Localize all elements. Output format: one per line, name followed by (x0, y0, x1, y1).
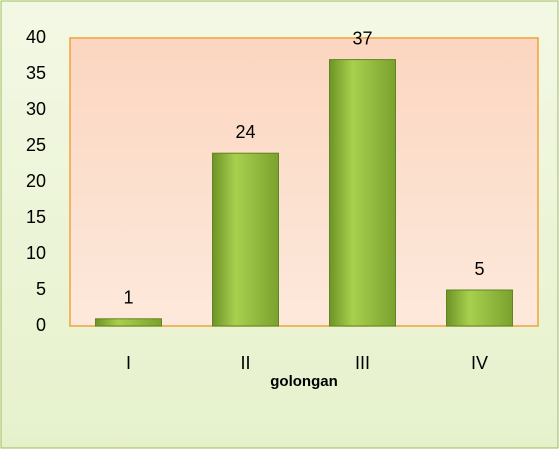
data-label: 24 (235, 122, 255, 142)
y-tick-label: 20 (26, 171, 46, 191)
y-tick-label: 10 (26, 243, 46, 263)
data-label: 37 (352, 28, 372, 48)
y-tick-label: 40 (26, 27, 46, 47)
x-tick-label: II (240, 353, 250, 373)
y-tick-label: 5 (36, 279, 46, 299)
bar (95, 318, 162, 327)
y-tick-label: 0 (36, 315, 46, 335)
x-axis-title: golongan (270, 373, 338, 390)
bar (446, 289, 513, 327)
x-tick-label: IV (471, 353, 488, 373)
data-label: 1 (123, 288, 133, 308)
y-tick-label: 30 (26, 99, 46, 119)
bar (329, 59, 396, 327)
x-tick-label: III (355, 353, 370, 373)
data-label: 5 (474, 259, 484, 279)
bar (212, 152, 279, 327)
plot-area (69, 37, 539, 327)
y-tick-label: 35 (26, 63, 46, 83)
y-tick-label: 25 (26, 135, 46, 155)
y-tick-label: 15 (26, 207, 46, 227)
x-tick-label: I (126, 353, 131, 373)
